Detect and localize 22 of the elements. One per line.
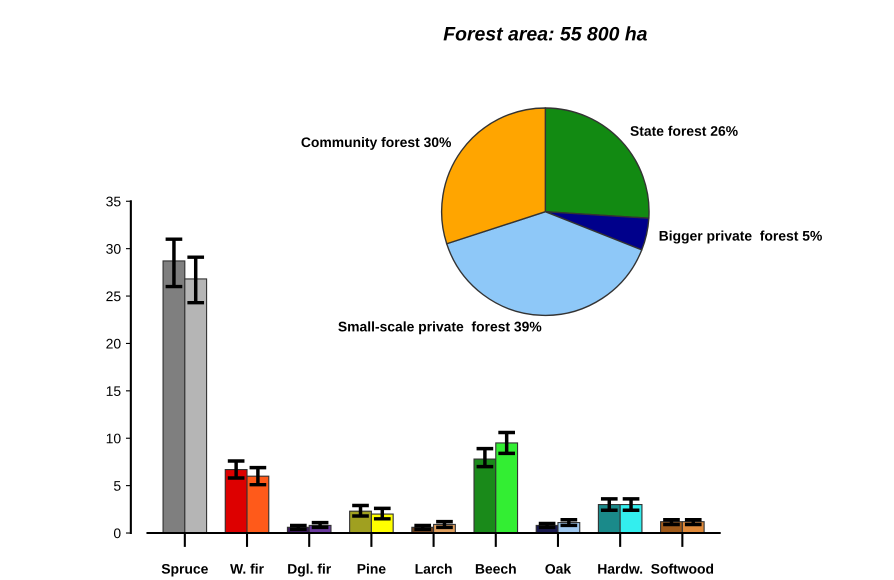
chart-title: Forest area: 55 800 ha bbox=[444, 26, 647, 41]
slice-label: Small-scale private forest 39% bbox=[338, 321, 542, 334]
x-tick-label: Pine bbox=[358, 564, 386, 574]
x-tick-label: Hardw. bbox=[598, 564, 642, 574]
y-tick-label: 10 bbox=[106, 434, 121, 444]
x-tick-label: Spruce bbox=[162, 564, 208, 577]
x-tick-label: W. fir bbox=[230, 564, 264, 574]
y-tick-label: 25 bbox=[106, 291, 121, 302]
y-tick-label: 20 bbox=[106, 338, 121, 349]
x-tick-label: Dgl. fir bbox=[288, 564, 331, 577]
slice-label: Bigger private forest 5% bbox=[660, 230, 822, 244]
x-tick-label: Oak bbox=[545, 564, 572, 574]
y-tick-label: 30 bbox=[106, 244, 121, 254]
y-tick-label: 5 bbox=[114, 481, 121, 491]
y-tick-label: 15 bbox=[106, 386, 121, 396]
x-tick-label: Beech bbox=[476, 564, 516, 574]
y-tick-label: 0 bbox=[114, 528, 121, 538]
slice-label: State forest 26% bbox=[630, 126, 738, 136]
slice-label: Community forest 30% bbox=[301, 136, 452, 150]
x-tick-label: Larch bbox=[416, 564, 452, 574]
y-tick-label: 35 bbox=[106, 196, 121, 206]
x-tick-label: Softwood bbox=[651, 564, 714, 574]
